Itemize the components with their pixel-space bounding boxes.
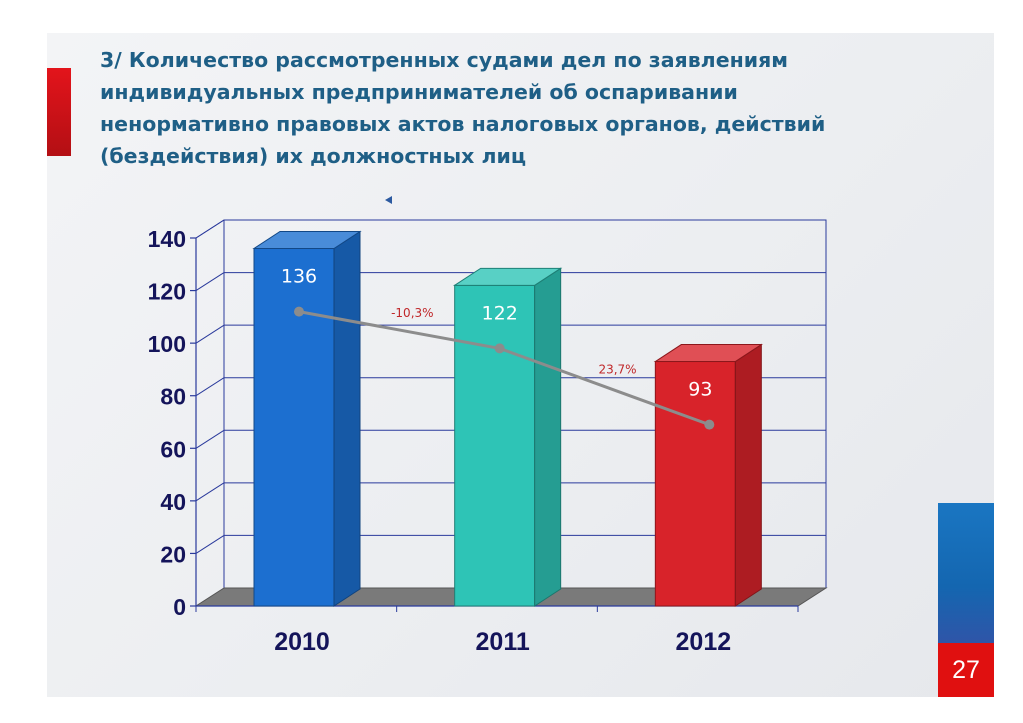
bar-front — [454, 284, 536, 607]
bar-2012 — [653, 343, 764, 607]
bar-front — [253, 248, 335, 607]
trend-point — [294, 306, 304, 317]
bar-side — [534, 267, 562, 607]
bar-side — [333, 230, 361, 607]
y-tick-label: 140 — [148, 226, 186, 252]
gridline-side — [195, 429, 225, 449]
gridline-side — [195, 482, 225, 502]
bar-top — [653, 344, 764, 363]
bar-top — [452, 267, 563, 286]
gridline-side — [195, 219, 225, 239]
x-tick-label: 2012 — [676, 628, 732, 656]
y-tick-label: 20 — [160, 541, 186, 567]
gridline-side — [195, 377, 225, 397]
bar-side — [734, 343, 762, 607]
pointer-marker-icon — [385, 196, 392, 204]
x-tick-label: 2011 — [476, 628, 530, 656]
slide-title: 3/ Количество рассмотренных судами дел п… — [100, 48, 826, 168]
y-tick-label: 100 — [148, 331, 186, 357]
change-label: 23,7% — [598, 363, 636, 377]
y-tick-label: 60 — [160, 436, 186, 462]
page-number-block-blue — [938, 503, 994, 643]
bar-front — [654, 361, 736, 607]
bar-2011 — [452, 267, 563, 607]
y-tick-label: 80 — [160, 384, 186, 410]
bar-top — [252, 231, 362, 250]
gridline-side — [195, 272, 225, 291]
title-accent-bar — [47, 68, 71, 156]
trend-point — [704, 419, 715, 430]
gridline-side — [195, 535, 225, 554]
gridline-side — [195, 324, 225, 344]
bar-2010 — [252, 230, 362, 607]
x-tick-label: 2010 — [274, 628, 330, 656]
bar-value-label: 136 — [281, 266, 317, 288]
change-label: -10,3% — [391, 306, 433, 320]
bar-value-label: 122 — [482, 302, 518, 324]
y-tick-label: 120 — [148, 279, 186, 305]
y-tick-label: 40 — [160, 489, 186, 515]
page-number: 27 — [938, 643, 994, 697]
trend-point — [494, 343, 505, 354]
bar-value-label: 93 — [688, 379, 712, 401]
y-tick-label: 0 — [173, 594, 186, 620]
